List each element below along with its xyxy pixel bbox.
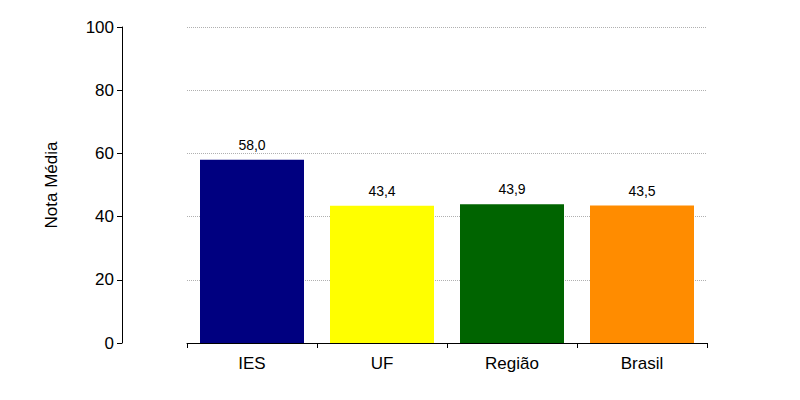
svg-text:Nota Média: Nota Média — [42, 141, 61, 228]
svg-text:Região: Região — [485, 354, 539, 373]
svg-text:58,0: 58,0 — [238, 137, 265, 153]
svg-text:43,9: 43,9 — [498, 181, 525, 197]
svg-text:Brasil: Brasil — [621, 354, 664, 373]
svg-text:IES: IES — [238, 354, 265, 373]
svg-text:60: 60 — [95, 144, 114, 163]
svg-text:40: 40 — [95, 207, 114, 226]
svg-text:43,5: 43,5 — [628, 183, 655, 199]
svg-text:43,4: 43,4 — [368, 183, 395, 199]
svg-text:100: 100 — [86, 18, 114, 37]
svg-text:0: 0 — [105, 334, 114, 353]
svg-text:UF: UF — [371, 354, 394, 373]
svg-text:20: 20 — [95, 270, 114, 289]
svg-text:80: 80 — [95, 81, 114, 100]
